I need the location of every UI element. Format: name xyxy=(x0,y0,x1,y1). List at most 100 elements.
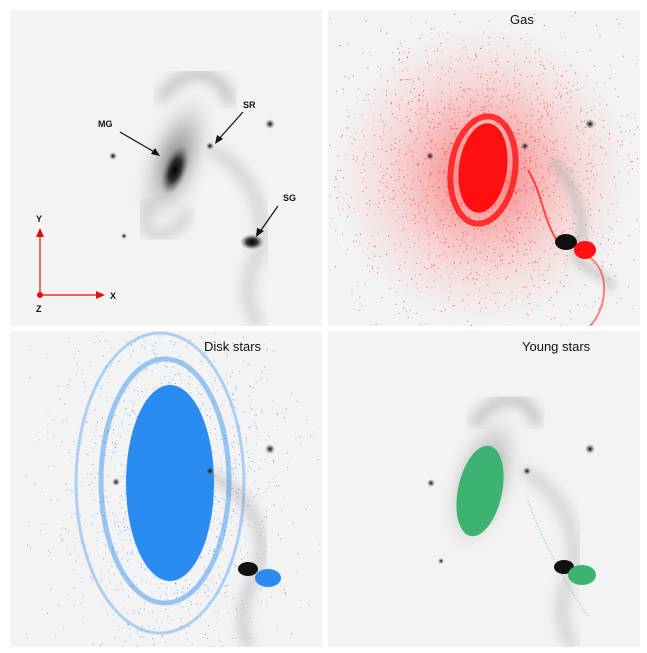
particle xyxy=(75,537,77,539)
particle xyxy=(474,283,476,285)
particle xyxy=(336,197,338,199)
particle xyxy=(119,476,121,478)
particle xyxy=(427,215,428,217)
particle xyxy=(99,510,101,512)
particle xyxy=(531,309,533,311)
particle xyxy=(108,570,109,572)
particle xyxy=(420,180,421,182)
particle xyxy=(137,633,139,635)
particle xyxy=(214,361,216,363)
particle xyxy=(210,445,212,447)
particle xyxy=(575,89,577,91)
particle xyxy=(209,432,211,434)
particle xyxy=(561,272,563,273)
particle xyxy=(122,525,124,527)
particle xyxy=(299,437,301,439)
particle xyxy=(616,220,617,222)
particle xyxy=(523,254,525,256)
star xyxy=(112,478,120,486)
particle xyxy=(220,523,222,525)
particle xyxy=(470,59,472,61)
particle xyxy=(132,585,134,587)
particle xyxy=(58,604,60,606)
particle xyxy=(479,274,480,276)
particle xyxy=(433,127,435,129)
particle xyxy=(379,181,381,183)
particle xyxy=(546,102,548,104)
particle xyxy=(390,149,392,150)
particle xyxy=(524,89,526,91)
particle xyxy=(235,565,237,567)
particle xyxy=(534,20,536,21)
particle xyxy=(186,345,188,347)
particle xyxy=(508,180,510,182)
particle xyxy=(236,463,238,465)
particle xyxy=(265,439,267,441)
particle xyxy=(128,559,130,561)
particle xyxy=(488,89,490,91)
particle xyxy=(378,202,380,204)
particle xyxy=(249,617,251,619)
particle xyxy=(357,281,359,283)
particle xyxy=(198,392,200,394)
particle xyxy=(309,435,311,437)
particle xyxy=(115,415,117,417)
particle xyxy=(415,223,416,225)
particle xyxy=(81,542,82,544)
particle xyxy=(517,128,519,130)
particle xyxy=(426,105,428,107)
particle xyxy=(401,230,403,232)
particle xyxy=(97,513,98,514)
particle xyxy=(537,305,538,307)
particle xyxy=(394,143,396,144)
particle xyxy=(467,88,469,89)
particle xyxy=(217,518,219,520)
particle xyxy=(107,400,109,402)
particle xyxy=(164,601,166,603)
particle xyxy=(549,194,551,196)
particle xyxy=(460,82,462,84)
particle xyxy=(164,376,166,378)
particle xyxy=(87,555,89,556)
particle xyxy=(451,222,453,224)
particle xyxy=(200,393,202,395)
particle xyxy=(234,545,236,547)
particle xyxy=(425,50,427,51)
particle xyxy=(390,144,392,146)
particle xyxy=(123,539,125,541)
particle xyxy=(230,483,232,485)
particle xyxy=(410,204,412,206)
particle xyxy=(403,185,405,187)
particle xyxy=(380,76,382,78)
particle xyxy=(510,240,512,241)
particle xyxy=(249,525,250,527)
particle xyxy=(490,71,492,73)
particle xyxy=(445,157,447,159)
particle xyxy=(473,239,475,241)
particle xyxy=(175,382,176,384)
particle xyxy=(115,355,117,356)
particle xyxy=(538,87,540,89)
particle xyxy=(591,241,593,243)
particle xyxy=(220,461,222,463)
particle xyxy=(110,365,112,367)
particle xyxy=(526,57,528,59)
particle xyxy=(368,94,370,96)
particle xyxy=(460,57,462,59)
particle xyxy=(251,453,253,455)
particle xyxy=(469,106,471,108)
particle xyxy=(555,86,557,88)
particle xyxy=(287,466,288,468)
particle xyxy=(215,433,217,435)
particle xyxy=(114,543,116,545)
particle xyxy=(459,222,461,223)
particle xyxy=(463,89,465,91)
particle xyxy=(280,538,282,539)
particle xyxy=(191,589,193,591)
particle xyxy=(426,201,428,203)
particle xyxy=(76,362,78,364)
particle xyxy=(179,373,181,375)
particle xyxy=(418,78,420,80)
particle xyxy=(173,344,175,346)
particle xyxy=(235,492,237,493)
